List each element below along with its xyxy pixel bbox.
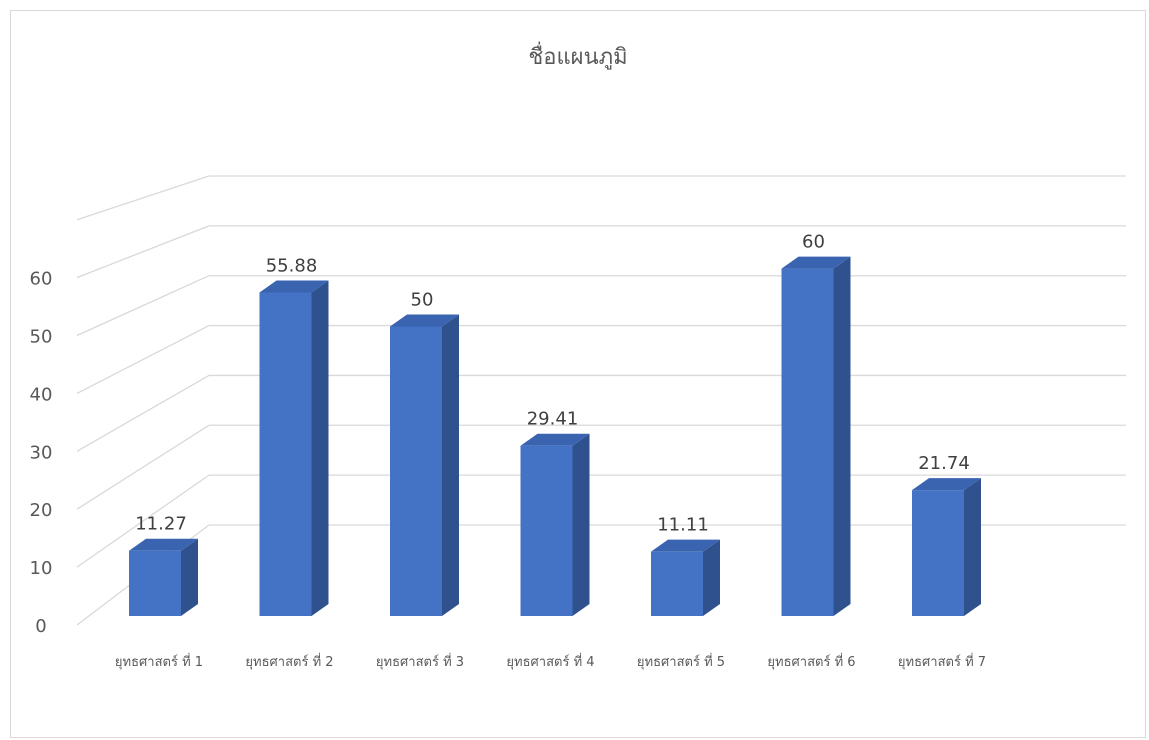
gridline: [76, 474, 1126, 568]
data-label: 11.27: [135, 514, 187, 535]
data-label: 50: [411, 290, 434, 311]
x-tick-label: ยุทธศาสตร์ ที่ 7: [898, 653, 986, 670]
grid-layer: [76, 175, 1126, 626]
data-label: 60: [802, 232, 825, 253]
x-tick-label: ยุทธศาสตร์ ที่ 1: [115, 653, 203, 670]
gridline: [76, 225, 1126, 279]
data-label: 29.41: [527, 409, 579, 430]
x-tick-label: ยุทธศาสตร์ ที่ 4: [506, 653, 594, 670]
x-tick-label: ยุทธศาสตร์ ที่ 5: [637, 653, 725, 670]
x-tick-label: ยุทธศาสตร์ ที่ 3: [376, 653, 464, 670]
gridline: [76, 424, 1126, 510]
data-label-layer: 11.27 55.88 50 29.41 11.11 60 21.74: [135, 232, 970, 536]
bar: [651, 539, 720, 616]
gridline: [76, 275, 1126, 337]
data-label: 11.11: [657, 515, 709, 536]
bar-layer: [129, 256, 981, 616]
y-tick-label: 60: [30, 269, 53, 290]
x-axis-ticks: ยุทธศาสตร์ ที่ 1 ยุทธศาสตร์ ที่ 2 ยุทธศาสต…: [115, 653, 986, 670]
gridline: [76, 374, 1126, 452]
x-tick-label: ยุทธศาสตร์ ที่ 6: [767, 653, 855, 670]
data-label: 21.74: [918, 453, 970, 474]
y-tick-label: 0: [35, 616, 46, 637]
chart-area: ชื่อแผนภูมิ 0 10 20 30 40 50 60 11.27 55.88 50 29…: [10, 10, 1146, 738]
bar: [259, 280, 329, 616]
bar: [912, 478, 981, 616]
bar: [781, 256, 851, 616]
chart-title: ชื่อแผนภูมิ: [528, 45, 628, 70]
x-tick-label: ยุทธศาสตร์ ที่ 2: [245, 653, 333, 670]
gridline: [76, 324, 1126, 394]
y-axis-ticks: 0 10 20 30 40 50 60: [30, 269, 53, 637]
bar: [129, 538, 198, 616]
y-tick-label: 50: [30, 327, 53, 348]
y-tick-label: 40: [30, 384, 53, 405]
bar: [520, 433, 590, 616]
bar-chart-plot: 0 10 20 30 40 50 60 11.27 55.88 50 29.41 11.11 60 21…: [30, 175, 1126, 670]
bar: [390, 314, 459, 616]
data-label: 55.88: [266, 255, 318, 276]
y-tick-label: 30: [30, 442, 53, 463]
gridline: [76, 175, 1126, 221]
y-tick-label: 10: [30, 558, 53, 579]
y-tick-label: 20: [30, 500, 53, 521]
